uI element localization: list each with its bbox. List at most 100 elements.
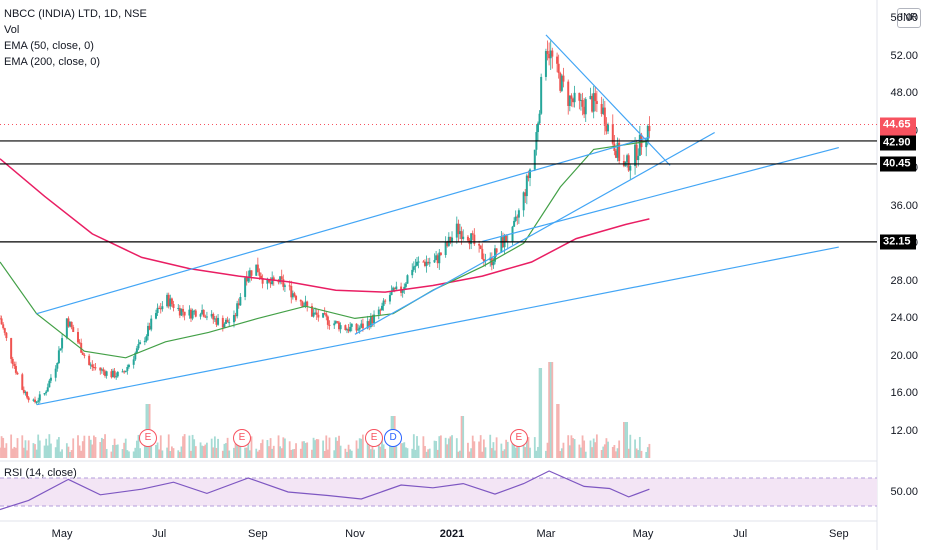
volume-bar xyxy=(256,451,259,458)
candle-body xyxy=(546,51,549,54)
candle-body xyxy=(14,366,17,373)
volume-bar xyxy=(424,446,426,458)
candle-body xyxy=(260,275,263,279)
volume-bar xyxy=(217,438,219,458)
candle-body xyxy=(592,93,595,112)
candle-body xyxy=(556,56,559,64)
candle-body xyxy=(380,305,383,311)
candle-body xyxy=(46,387,49,392)
volume-bar xyxy=(34,444,36,458)
symbol-title[interactable]: NBCC (INDIA) LTD, 1D, NSE xyxy=(4,8,147,20)
volume-bar xyxy=(288,441,291,458)
candle-body xyxy=(334,321,337,324)
candle-body xyxy=(239,296,242,306)
candle-body xyxy=(603,107,606,126)
volume-bar xyxy=(349,449,352,458)
candle-body xyxy=(201,309,204,315)
volume-bar xyxy=(328,437,331,458)
candle-body xyxy=(562,75,565,82)
candle-body xyxy=(570,95,573,99)
candle-body xyxy=(57,350,60,363)
candle-body xyxy=(637,155,640,161)
candle-body xyxy=(549,50,552,59)
candle-body xyxy=(283,285,286,287)
price-tick-label: 48.00 xyxy=(890,87,918,100)
level-badge: 40.45 xyxy=(880,156,916,172)
volume-bar xyxy=(180,446,183,458)
volume-bar xyxy=(128,451,130,458)
volume-bar xyxy=(172,448,175,458)
ema200-study-label[interactable]: EMA (200, close, 0) xyxy=(4,56,100,68)
candle-body xyxy=(392,287,395,292)
candle-body xyxy=(444,242,447,256)
candle-body xyxy=(94,367,97,369)
candle-body xyxy=(65,318,68,339)
candle-body xyxy=(347,329,350,332)
volume-bar xyxy=(640,450,643,458)
volume-bar xyxy=(438,436,441,458)
earnings-marker[interactable]: E xyxy=(509,429,528,447)
volume-bar xyxy=(371,439,374,458)
candle-body xyxy=(366,321,369,329)
currency-button[interactable]: INR xyxy=(897,8,921,28)
volume-bar xyxy=(551,362,554,458)
candle-body xyxy=(473,234,476,245)
volume-bar xyxy=(562,442,565,458)
volume-bar xyxy=(373,449,375,458)
volume-bar xyxy=(600,450,603,458)
volume-bar xyxy=(237,441,240,458)
candle-body xyxy=(223,323,226,328)
volume-bar xyxy=(449,436,452,458)
volume-bar xyxy=(123,442,126,458)
candle-body xyxy=(417,261,420,263)
volume-bar xyxy=(54,447,57,458)
volume-bar xyxy=(255,448,258,458)
earnings-marker[interactable]: E xyxy=(365,429,384,447)
vol-study-label[interactable]: Vol xyxy=(4,24,20,36)
earnings-marker[interactable]: E xyxy=(232,429,251,447)
candle-body xyxy=(102,369,105,372)
volume-bar xyxy=(226,437,229,458)
candle-body xyxy=(433,260,436,263)
candle-body xyxy=(81,352,84,355)
candle-body xyxy=(568,95,571,106)
candle-body xyxy=(462,236,465,239)
candle-body xyxy=(72,327,75,333)
volume-bar xyxy=(59,451,62,458)
volume-bar xyxy=(233,447,235,458)
volume-bar xyxy=(433,440,436,458)
volume-bar xyxy=(350,450,353,458)
volume-bar xyxy=(404,447,407,458)
legend: NBCC (INDIA) LTD, 1D, NSE Vol EMA (50, c… xyxy=(4,6,147,70)
candle-body xyxy=(154,313,157,319)
candle-body xyxy=(143,340,146,343)
candle-body xyxy=(59,348,62,351)
earnings-marker[interactable]: E xyxy=(139,429,158,447)
volume-bar xyxy=(573,439,576,458)
volume-bar xyxy=(482,439,485,458)
volume-bar xyxy=(634,439,636,458)
candle-body xyxy=(495,248,498,253)
volume-bar xyxy=(135,440,138,458)
candle-body xyxy=(267,279,270,283)
candle-body xyxy=(614,150,617,158)
candle-body xyxy=(91,364,94,368)
ema50-study-label[interactable]: EMA (50, close, 0) xyxy=(4,40,94,52)
dividend-marker[interactable]: D xyxy=(384,429,403,447)
volume-bar xyxy=(228,450,231,458)
candle-body xyxy=(634,144,637,167)
candle-body xyxy=(279,276,282,283)
rsi-study-label[interactable]: RSI (14, close) xyxy=(4,467,77,479)
volume-bar xyxy=(268,446,270,458)
candle-body xyxy=(13,364,16,367)
volume-bar xyxy=(481,451,484,458)
candle-body xyxy=(169,298,172,307)
volume-bar xyxy=(124,438,127,458)
candle-body xyxy=(618,142,621,162)
volume-bar xyxy=(247,438,250,458)
volume-bar xyxy=(110,451,113,458)
volume-bar xyxy=(369,449,372,458)
volume-bar xyxy=(478,441,480,458)
volume-bar xyxy=(139,448,141,458)
